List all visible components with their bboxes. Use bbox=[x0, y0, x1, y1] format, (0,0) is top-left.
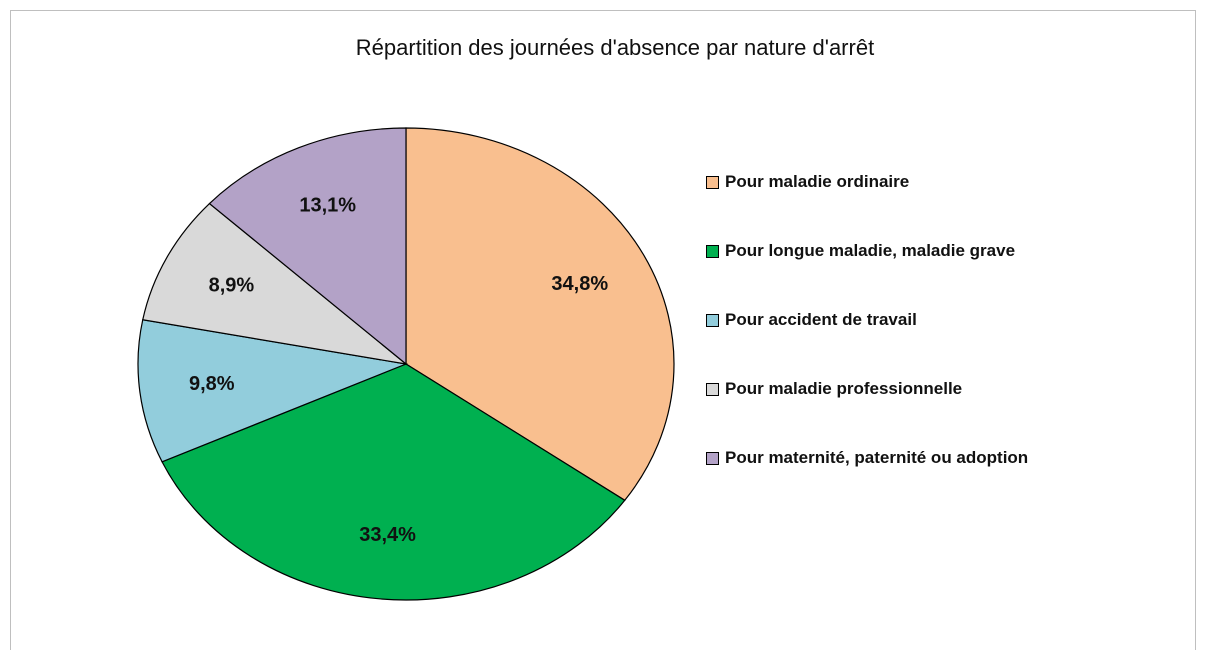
legend-entry: Pour accident de travail bbox=[706, 307, 1046, 333]
legend-label: Pour maladie ordinaire bbox=[725, 172, 910, 191]
legend-entry: Pour maladie ordinaire bbox=[706, 169, 1046, 195]
legend-entry: Pour longue maladie, maladie grave bbox=[706, 238, 1046, 264]
legend-swatch bbox=[706, 383, 719, 396]
legend-swatch bbox=[706, 452, 719, 465]
legend-entry: Pour maladie professionnelle bbox=[706, 376, 1046, 402]
data-label: 8,9% bbox=[209, 275, 255, 297]
legend-label: Pour maladie professionnelle bbox=[725, 379, 963, 398]
legend-label: Pour accident de travail bbox=[725, 310, 917, 329]
legend-entry: Pour maternité, paternité ou adoption bbox=[706, 445, 1046, 471]
data-label: 33,4% bbox=[359, 524, 416, 546]
pie-slice bbox=[137, 319, 409, 463]
chart-frame bbox=[10, 10, 1196, 650]
legend-label: Pour longue maladie, maladie grave bbox=[725, 241, 1016, 260]
pie-slice bbox=[142, 202, 409, 365]
pie-slice bbox=[161, 363, 626, 601]
data-label: 34,8% bbox=[551, 273, 608, 295]
pie-slice bbox=[405, 127, 675, 502]
legend-swatch bbox=[706, 245, 719, 258]
chart-title: Répartition des journées d'absence par n… bbox=[356, 35, 874, 60]
pie-slice bbox=[208, 127, 407, 366]
legend-label: Pour maternité, paternité ou adoption bbox=[725, 448, 1029, 467]
data-label: 9,8% bbox=[189, 373, 235, 395]
data-label: 13,1% bbox=[299, 194, 356, 216]
legend-swatch bbox=[706, 176, 719, 189]
legend-swatch bbox=[706, 314, 719, 327]
